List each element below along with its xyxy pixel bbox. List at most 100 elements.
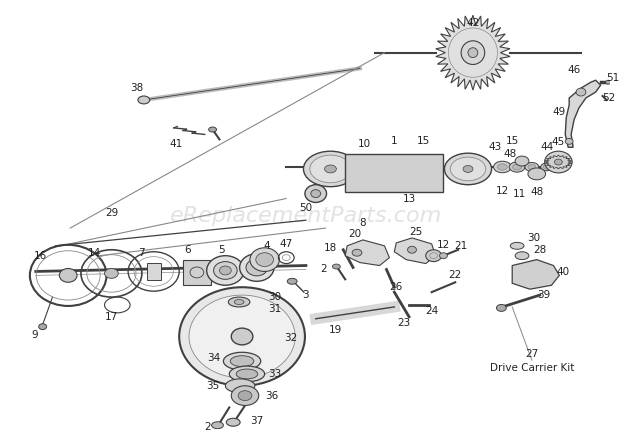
Text: 51: 51: [606, 73, 619, 83]
Ellipse shape: [497, 164, 507, 170]
Text: 29: 29: [105, 208, 118, 218]
Ellipse shape: [60, 269, 77, 282]
Text: 35: 35: [206, 381, 219, 391]
Text: 10: 10: [358, 139, 371, 149]
Polygon shape: [394, 238, 436, 263]
Text: 5: 5: [218, 245, 224, 255]
Text: 11: 11: [513, 189, 526, 199]
Ellipse shape: [576, 88, 586, 96]
Text: 40: 40: [557, 267, 570, 277]
Ellipse shape: [352, 249, 362, 256]
Ellipse shape: [303, 151, 358, 187]
Text: Drive Carrier Kit: Drive Carrier Kit: [490, 363, 574, 373]
Polygon shape: [436, 15, 510, 90]
Ellipse shape: [230, 356, 254, 367]
Ellipse shape: [189, 295, 295, 378]
Text: 38: 38: [130, 83, 144, 93]
Text: 30: 30: [527, 233, 541, 243]
Polygon shape: [345, 240, 389, 266]
Ellipse shape: [234, 299, 244, 305]
Ellipse shape: [525, 162, 539, 171]
Text: 48: 48: [503, 149, 517, 159]
Text: 1: 1: [391, 136, 397, 146]
Ellipse shape: [225, 379, 255, 393]
Ellipse shape: [407, 247, 417, 253]
Ellipse shape: [513, 164, 521, 170]
Text: 50: 50: [299, 204, 312, 214]
Text: 37: 37: [250, 416, 264, 426]
Text: 13: 13: [402, 194, 415, 204]
Ellipse shape: [213, 262, 237, 279]
Text: 28: 28: [533, 245, 546, 255]
Ellipse shape: [332, 264, 340, 269]
Ellipse shape: [105, 269, 118, 278]
Ellipse shape: [246, 259, 268, 276]
Text: 34: 34: [207, 353, 220, 363]
Ellipse shape: [256, 253, 273, 266]
Ellipse shape: [543, 165, 550, 169]
Ellipse shape: [544, 151, 572, 173]
Ellipse shape: [565, 138, 573, 144]
Ellipse shape: [494, 161, 512, 173]
Text: 39: 39: [537, 290, 551, 300]
Text: 21: 21: [454, 241, 467, 251]
Ellipse shape: [510, 242, 524, 249]
Ellipse shape: [219, 266, 231, 275]
Text: 17: 17: [105, 312, 118, 322]
Text: 4: 4: [264, 241, 270, 251]
Text: 7: 7: [138, 248, 145, 258]
Text: 31: 31: [268, 304, 281, 314]
Text: 24: 24: [425, 306, 438, 316]
Ellipse shape: [287, 278, 297, 284]
Ellipse shape: [528, 168, 546, 180]
Text: 15: 15: [417, 136, 430, 146]
Text: 2: 2: [205, 422, 211, 432]
Polygon shape: [545, 155, 572, 169]
Ellipse shape: [305, 185, 327, 202]
Ellipse shape: [528, 164, 536, 170]
Ellipse shape: [250, 248, 280, 271]
Ellipse shape: [229, 366, 265, 382]
Text: 33: 33: [268, 369, 281, 379]
Text: 44: 44: [540, 142, 553, 152]
Ellipse shape: [238, 391, 252, 401]
Ellipse shape: [497, 305, 507, 311]
Text: 43: 43: [489, 142, 502, 152]
Polygon shape: [565, 80, 601, 147]
Text: 42: 42: [466, 18, 479, 28]
Ellipse shape: [541, 163, 552, 171]
Text: 32: 32: [285, 333, 298, 343]
Text: 15: 15: [505, 136, 519, 146]
Ellipse shape: [209, 127, 216, 132]
Ellipse shape: [231, 328, 253, 345]
Ellipse shape: [325, 165, 337, 173]
Bar: [147, 263, 161, 280]
Ellipse shape: [236, 369, 258, 379]
Text: 16: 16: [34, 251, 47, 261]
Text: eReplacementParts.com: eReplacementParts.com: [170, 206, 442, 226]
Bar: [345, 154, 443, 192]
Ellipse shape: [38, 324, 46, 329]
Ellipse shape: [461, 41, 485, 65]
Ellipse shape: [450, 157, 485, 181]
Text: 20: 20: [348, 229, 361, 239]
Ellipse shape: [606, 80, 611, 84]
Text: 22: 22: [449, 270, 462, 280]
Text: 52: 52: [602, 93, 615, 103]
Text: 27: 27: [525, 349, 539, 359]
Ellipse shape: [445, 153, 492, 185]
Ellipse shape: [226, 418, 240, 426]
Text: 23: 23: [397, 318, 411, 328]
Text: 45: 45: [552, 137, 565, 147]
Text: 12: 12: [437, 240, 450, 250]
Text: 48: 48: [530, 187, 543, 197]
Text: 9: 9: [32, 329, 38, 339]
Ellipse shape: [463, 165, 473, 172]
Text: 30: 30: [268, 292, 281, 302]
Ellipse shape: [223, 352, 261, 370]
Ellipse shape: [228, 297, 250, 307]
Ellipse shape: [138, 96, 149, 104]
Text: 19: 19: [329, 325, 342, 335]
Ellipse shape: [211, 422, 223, 429]
Ellipse shape: [310, 155, 351, 183]
